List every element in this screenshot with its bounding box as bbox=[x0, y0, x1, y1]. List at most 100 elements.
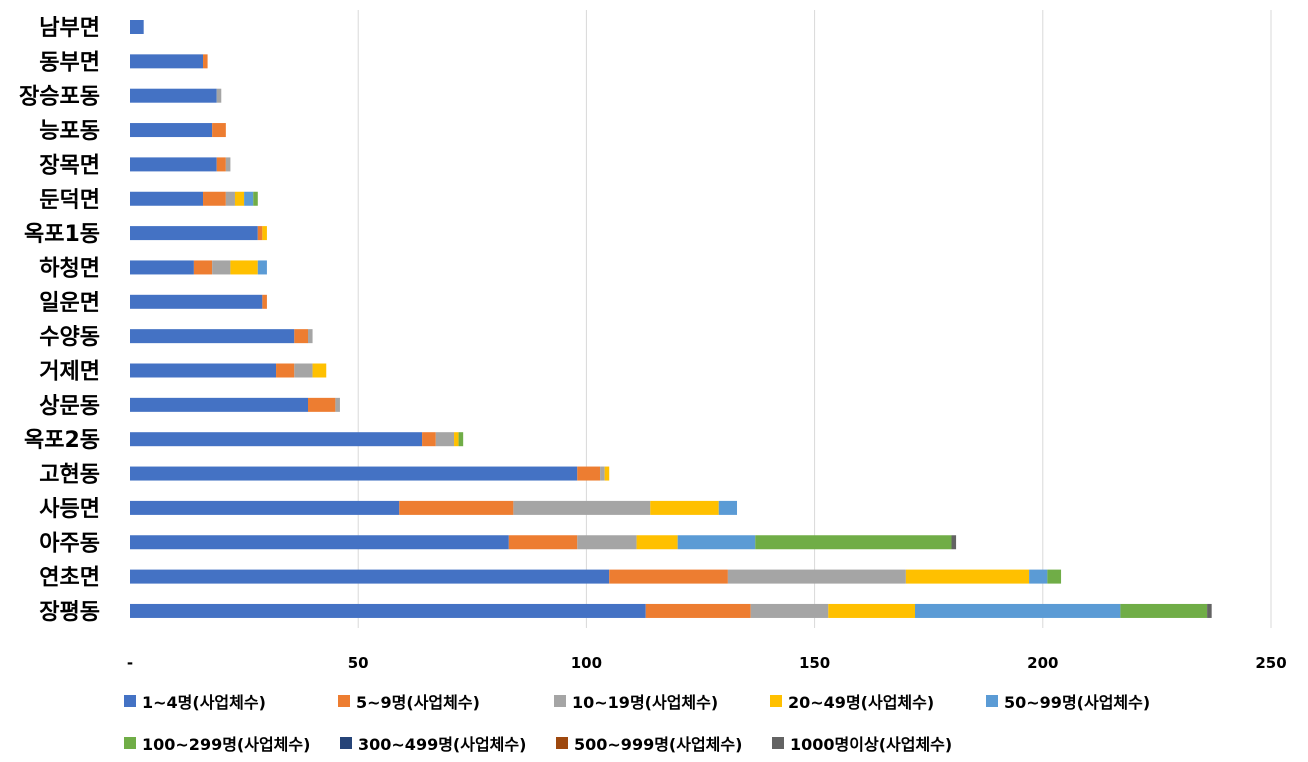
bar-segment bbox=[294, 363, 313, 378]
bar-segment bbox=[203, 54, 208, 69]
bar-segment bbox=[262, 226, 267, 241]
bar-segment bbox=[677, 535, 756, 550]
x-axis-tick-labels: - 50 100 150 200 250 bbox=[127, 654, 1287, 672]
x-tick-label: 100 bbox=[571, 654, 602, 672]
bar-segment bbox=[130, 54, 204, 69]
legend-swatch bbox=[770, 695, 782, 707]
bar-segment bbox=[193, 260, 213, 275]
category-label: 거제면 bbox=[39, 360, 100, 385]
bar-segment bbox=[650, 500, 719, 515]
category-label: 옥포1동 bbox=[24, 222, 100, 247]
legend-item: 1000명이상(사업체수) bbox=[772, 728, 992, 758]
x-tick-label: 250 bbox=[1255, 654, 1286, 672]
bar-segment bbox=[203, 191, 226, 206]
legend-label: 10~19명(사업체수) bbox=[572, 693, 719, 712]
bar-segment bbox=[454, 432, 459, 447]
category-label: 장평동 bbox=[39, 600, 100, 625]
bar-segment bbox=[230, 260, 258, 275]
bar-segment bbox=[951, 535, 957, 550]
bar-segment bbox=[577, 535, 637, 550]
category-label: 장승포동 bbox=[19, 85, 100, 110]
legend-swatch bbox=[772, 737, 784, 749]
bar-segment bbox=[276, 363, 295, 378]
category-label: 수양동 bbox=[39, 325, 100, 350]
bar-segment bbox=[130, 123, 213, 138]
category-label: 동부면 bbox=[39, 50, 100, 75]
bar-segment bbox=[750, 603, 829, 618]
x-tick-label: 50 bbox=[348, 654, 369, 672]
bar-segment bbox=[234, 191, 245, 206]
legend-swatch bbox=[554, 695, 566, 707]
bar-segment bbox=[212, 260, 231, 275]
legend-item: 10~19명(사업체수) bbox=[554, 686, 770, 716]
bar-segment bbox=[253, 191, 258, 206]
bar-segment bbox=[399, 500, 514, 515]
bar-segment bbox=[216, 88, 222, 103]
legend-label: 1~4명(사업체수) bbox=[142, 693, 266, 712]
category-label: 하청면 bbox=[39, 256, 100, 281]
bar-segment bbox=[645, 603, 751, 618]
bar-segment bbox=[755, 535, 952, 550]
bar-segment bbox=[130, 329, 295, 344]
bar-segment bbox=[212, 123, 226, 138]
x-tick-label: - bbox=[127, 654, 133, 672]
bar-segment bbox=[130, 535, 509, 550]
legend: 1~4명(사업체수) 5~9명(사업체수) 10~19명(사업체수) 20~49명(사… bbox=[124, 686, 1244, 758]
legend-item: 20~49명(사업체수) bbox=[770, 686, 986, 716]
bar-segment bbox=[130, 260, 194, 275]
legend-swatch bbox=[124, 737, 136, 749]
bar-segment bbox=[1029, 569, 1048, 584]
legend-swatch bbox=[124, 695, 136, 707]
bar-segment bbox=[915, 603, 1121, 618]
bar-segment bbox=[130, 226, 258, 241]
bar-segment bbox=[216, 157, 226, 172]
category-label: 아주동 bbox=[39, 531, 100, 556]
legend-swatch bbox=[986, 695, 998, 707]
category-label: 일운면 bbox=[39, 291, 100, 316]
category-label: 연초면 bbox=[39, 566, 100, 591]
legend-swatch bbox=[556, 737, 568, 749]
category-label: 옥포2동 bbox=[24, 428, 100, 453]
bar-segment bbox=[130, 569, 610, 584]
bar-segment bbox=[312, 363, 327, 378]
bar-segment bbox=[225, 191, 235, 206]
bar-segment bbox=[513, 500, 651, 515]
category-labels: 남부면동부면장승포동능포동장목면둔덕면옥포1동하청면일운면수양동거제면상문동옥포… bbox=[19, 16, 100, 625]
bar-segment bbox=[244, 191, 254, 206]
bar-segment bbox=[718, 500, 738, 515]
bar-segment bbox=[130, 20, 144, 34]
bar-segment bbox=[828, 603, 916, 618]
bar-segment bbox=[130, 603, 646, 618]
legend-label: 300~499명(사업체수) bbox=[358, 735, 527, 754]
bar-segment bbox=[130, 466, 578, 481]
bar-segment bbox=[130, 191, 204, 206]
gridlines bbox=[357, 10, 1272, 628]
category-label: 남부면 bbox=[39, 16, 100, 41]
stacked-bar-chart: 남부면동부면장승포동능포동장목면둔덕면옥포1동하청면일운면수양동거제면상문동옥포… bbox=[19, 10, 1287, 672]
bar-segment bbox=[262, 294, 267, 309]
bar-segment bbox=[130, 397, 308, 412]
legend-label: 5~9명(사업체수) bbox=[356, 693, 480, 712]
bar-segment bbox=[727, 569, 906, 584]
bar-segment bbox=[508, 535, 578, 550]
bar-segment bbox=[422, 432, 436, 447]
bar-segment bbox=[130, 88, 217, 103]
category-label: 둔덕면 bbox=[39, 188, 100, 213]
legend-item: 500~999명(사업체수) bbox=[556, 728, 772, 758]
bar-segment bbox=[609, 569, 728, 584]
bar-segment bbox=[130, 500, 400, 515]
bar-segment bbox=[905, 569, 1030, 584]
bar-segment bbox=[130, 432, 423, 447]
bar-segment bbox=[458, 432, 464, 447]
bar-segment bbox=[435, 432, 455, 447]
bar-segment bbox=[600, 466, 605, 481]
category-label: 사등면 bbox=[39, 497, 100, 522]
bar-segment bbox=[294, 329, 308, 344]
bar-segment bbox=[604, 466, 610, 481]
legend-item: 100~299명(사업체수) bbox=[124, 728, 340, 758]
category-label: 장목면 bbox=[39, 153, 100, 178]
category-label: 고현동 bbox=[39, 463, 100, 488]
bar-segment bbox=[257, 260, 267, 275]
legend-swatch bbox=[338, 695, 350, 707]
bar-segment bbox=[335, 397, 340, 412]
